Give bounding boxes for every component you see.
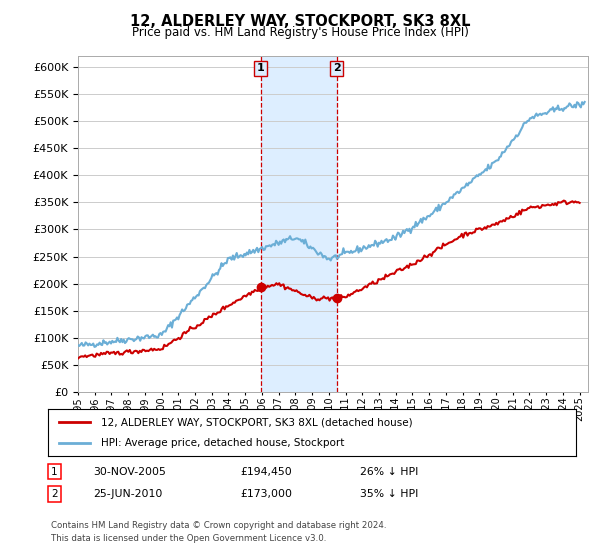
Text: 2: 2 [51, 489, 58, 499]
Text: £173,000: £173,000 [240, 489, 292, 499]
Text: £194,450: £194,450 [240, 466, 292, 477]
Text: 25-JUN-2010: 25-JUN-2010 [93, 489, 163, 499]
Text: This data is licensed under the Open Government Licence v3.0.: This data is licensed under the Open Gov… [51, 534, 326, 543]
Text: 1: 1 [257, 63, 265, 73]
Text: 12, ALDERLEY WAY, STOCKPORT, SK3 8XL (detached house): 12, ALDERLEY WAY, STOCKPORT, SK3 8XL (de… [101, 417, 412, 427]
Text: 30-NOV-2005: 30-NOV-2005 [93, 466, 166, 477]
Text: 35% ↓ HPI: 35% ↓ HPI [360, 489, 418, 499]
Text: Contains HM Land Registry data © Crown copyright and database right 2024.: Contains HM Land Registry data © Crown c… [51, 521, 386, 530]
Text: 26% ↓ HPI: 26% ↓ HPI [360, 466, 418, 477]
Text: HPI: Average price, detached house, Stockport: HPI: Average price, detached house, Stoc… [101, 438, 344, 448]
Text: 12, ALDERLEY WAY, STOCKPORT, SK3 8XL: 12, ALDERLEY WAY, STOCKPORT, SK3 8XL [130, 14, 470, 29]
Text: 2: 2 [333, 63, 341, 73]
Bar [260, 56, 337, 392]
Text: 1: 1 [51, 466, 58, 477]
Text: Price paid vs. HM Land Registry's House Price Index (HPI): Price paid vs. HM Land Registry's House … [131, 26, 469, 39]
